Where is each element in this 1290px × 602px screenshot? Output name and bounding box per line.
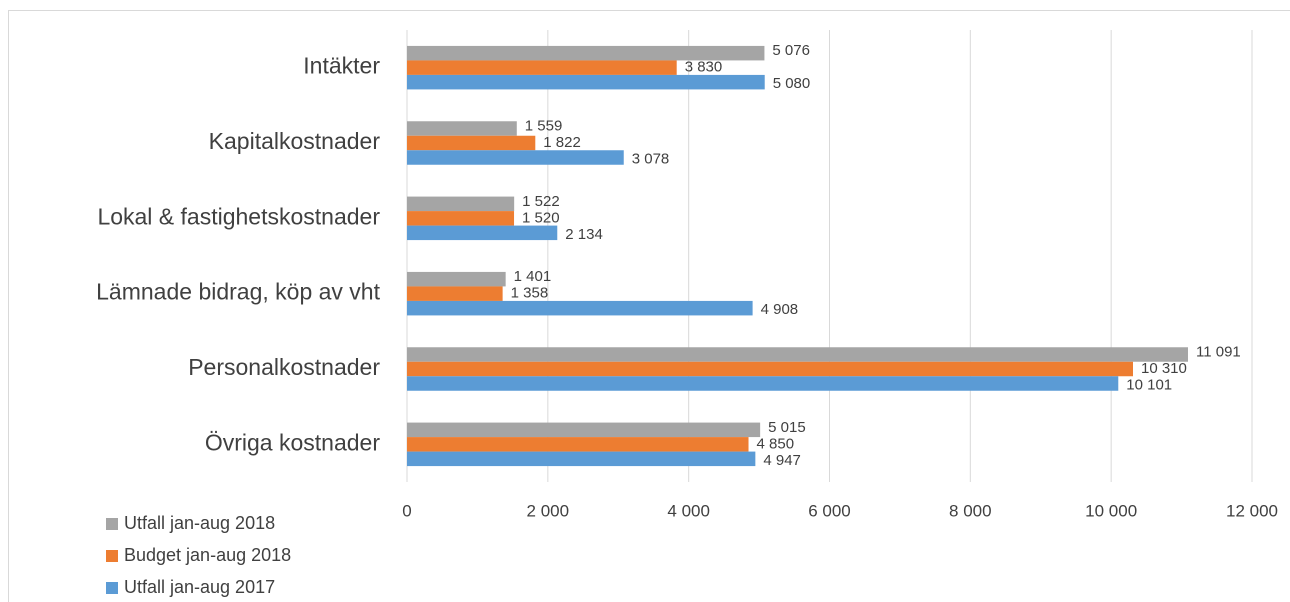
category-label: Intäkter bbox=[303, 53, 380, 79]
value-label: 11 091 bbox=[1196, 343, 1241, 360]
category-label: Lokal & fastighetskostnader bbox=[97, 203, 380, 229]
value-label: 4 947 bbox=[763, 452, 801, 469]
category-label: Lämnade bidrag, köp av vht bbox=[96, 279, 380, 305]
bar bbox=[407, 451, 756, 467]
legend-label: Utfall jan-aug 2018 bbox=[124, 513, 275, 533]
value-label: 1 559 bbox=[525, 117, 563, 134]
x-tick-label: 2 000 bbox=[527, 501, 570, 520]
bar bbox=[407, 347, 1188, 362]
value-label: 4 908 bbox=[761, 301, 799, 318]
bar bbox=[407, 300, 753, 316]
value-label: 1 401 bbox=[514, 268, 552, 285]
bar bbox=[407, 361, 1133, 377]
value-label: 1 358 bbox=[511, 285, 549, 302]
x-tick-label: 8 000 bbox=[949, 501, 992, 520]
bar bbox=[407, 121, 517, 136]
bar bbox=[407, 135, 536, 151]
category-label: Kapitalkostnader bbox=[209, 128, 381, 154]
bar bbox=[407, 286, 503, 301]
value-label: 10 101 bbox=[1126, 376, 1172, 393]
bar bbox=[407, 60, 677, 75]
value-label: 4 850 bbox=[757, 435, 795, 452]
value-label: 1 822 bbox=[543, 134, 581, 151]
value-label: 5 076 bbox=[772, 42, 810, 59]
category-label: Övriga kostnader bbox=[205, 429, 380, 455]
bar bbox=[407, 45, 765, 61]
legend-label: Utfall jan-aug 2017 bbox=[124, 577, 275, 597]
bar bbox=[407, 74, 765, 90]
value-label: 2 134 bbox=[565, 226, 603, 243]
value-label: 3 830 bbox=[685, 59, 723, 76]
value-label: 1 520 bbox=[522, 209, 560, 226]
value-label: 5 015 bbox=[768, 419, 806, 436]
value-label: 5 080 bbox=[773, 75, 811, 92]
bar bbox=[407, 196, 515, 212]
legend-swatch bbox=[106, 582, 118, 594]
bar bbox=[407, 150, 624, 165]
x-tick-label: 12 000 bbox=[1226, 501, 1278, 520]
bar bbox=[407, 376, 1119, 391]
legend-label: Budget jan-aug 2018 bbox=[124, 545, 291, 565]
category-label: Personalkostnader bbox=[188, 354, 380, 380]
bar bbox=[407, 422, 761, 438]
bar bbox=[407, 271, 506, 287]
x-tick-label: 10 000 bbox=[1085, 501, 1137, 520]
value-label: 10 310 bbox=[1141, 360, 1187, 377]
bar bbox=[407, 211, 515, 226]
chart-frame bbox=[8, 10, 1290, 602]
bar bbox=[407, 437, 749, 452]
x-tick-label: 4 000 bbox=[667, 501, 710, 520]
x-tick-label: 6 000 bbox=[808, 501, 851, 520]
legend-swatch bbox=[106, 518, 118, 530]
bar bbox=[407, 225, 558, 241]
x-tick-label: 0 bbox=[402, 501, 411, 520]
value-label: 3 078 bbox=[632, 150, 670, 167]
value-label: 1 522 bbox=[522, 193, 560, 210]
legend-swatch bbox=[106, 550, 118, 562]
